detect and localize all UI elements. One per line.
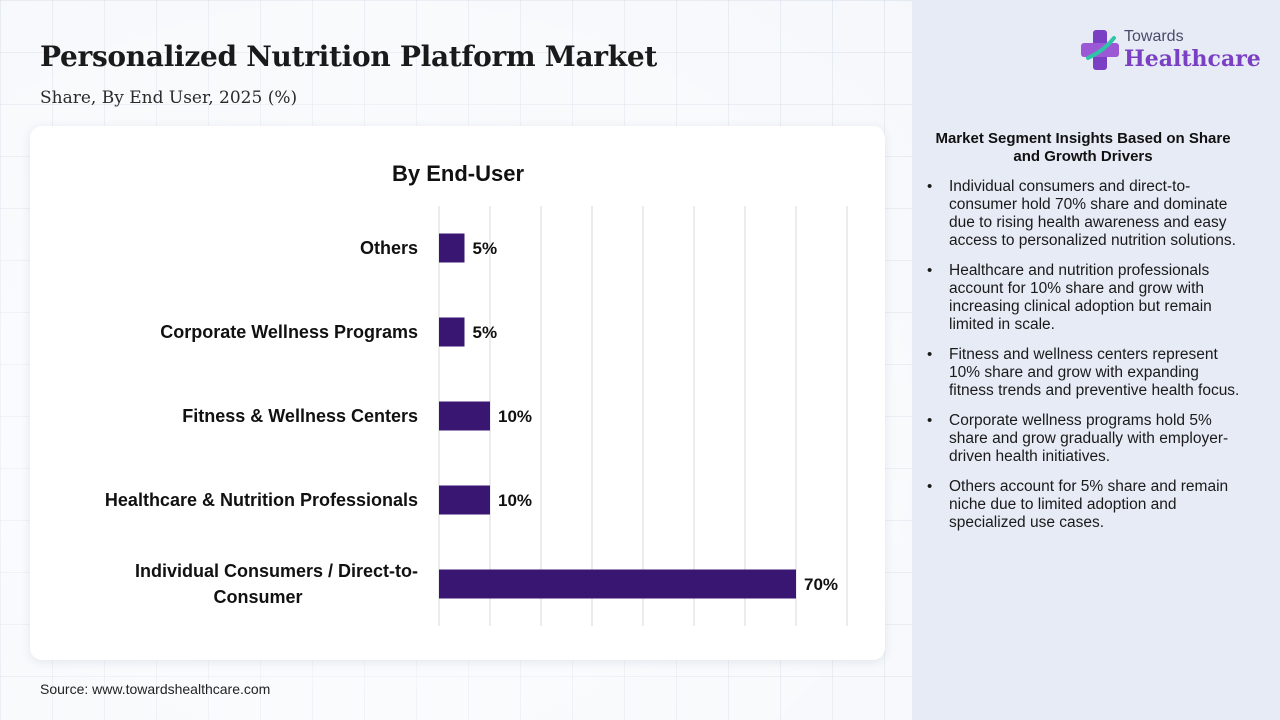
page-title: Personalized Nutrition Platform Market [40,40,658,73]
insight-item: • Corporate wellness programs hold 5% sha… [922,412,1242,466]
logo-text-towards: Towards [1124,28,1184,45]
chart-grid [438,206,848,626]
category-label: Fitness & Wellness Centers [182,406,418,426]
insight-item: • Individual consumers and direct-to-cons… [922,178,1242,250]
medical-cross-icon [1081,30,1119,70]
logo-text-healthcare: Healthcare [1124,46,1261,72]
bullet-icon: • [927,412,933,429]
insight-text: Healthcare and nutrition professionals a… [949,262,1212,333]
insight-item: • Others account for 5% share and remain … [922,478,1242,532]
insight-text: Others account for 5% share and remain n… [949,478,1229,531]
chart-category-labels: Others Corporate Wellness Programs Fitness… [105,238,418,607]
insights-title: Market Segment Insights Based on Share a… [935,130,1231,165]
insight-item: • Fitness and wellness centers represent … [922,346,1242,400]
chart-value-labels: 5% 5% 10% 10% 70% [473,239,839,594]
category-label: Corporate Wellness Programs [160,322,418,342]
bar [439,401,490,431]
bullet-icon: • [927,262,933,279]
bullet-icon: • [927,178,933,195]
page-subtitle: Share, By End User, 2025 (%) [40,88,298,108]
chart-title: By End-User [392,161,524,186]
insight-item: • Healthcare and nutrition professionals … [922,262,1242,334]
brand-logo: Towards Healthcare [1080,28,1261,78]
bar [439,485,490,515]
data-label: 10% [498,407,532,426]
bar [439,569,796,599]
data-label: 5% [473,239,498,258]
insights-panel [912,0,1280,720]
category-label: Others [360,238,418,258]
category-label: Healthcare & Nutrition Professionals [105,490,418,510]
category-label: Individual Consumers / Direct-to-Consume… [135,561,418,607]
source-note: Source: www.towardshealthcare.com [40,681,271,697]
insight-text: Corporate wellness programs hold 5% shar… [949,412,1229,465]
bar [439,233,465,263]
insight-text: Individual consumers and direct-to-consu… [949,178,1236,249]
bullet-icon: • [927,346,933,363]
data-label: 5% [473,323,498,342]
data-label: 70% [804,575,838,594]
insight-text: Fitness and wellness centers represent 1… [949,346,1240,399]
insights-list: • Individual consumers and direct-to-cons… [922,178,1242,544]
bar [439,317,465,347]
bullet-icon: • [927,478,933,495]
bar-chart: By End-User Others Corporate Wellness Pro… [105,161,848,626]
chart-card: By End-User Others Corporate Wellness Pro… [30,126,885,660]
chart-bars [439,233,796,599]
data-label: 10% [498,491,532,510]
